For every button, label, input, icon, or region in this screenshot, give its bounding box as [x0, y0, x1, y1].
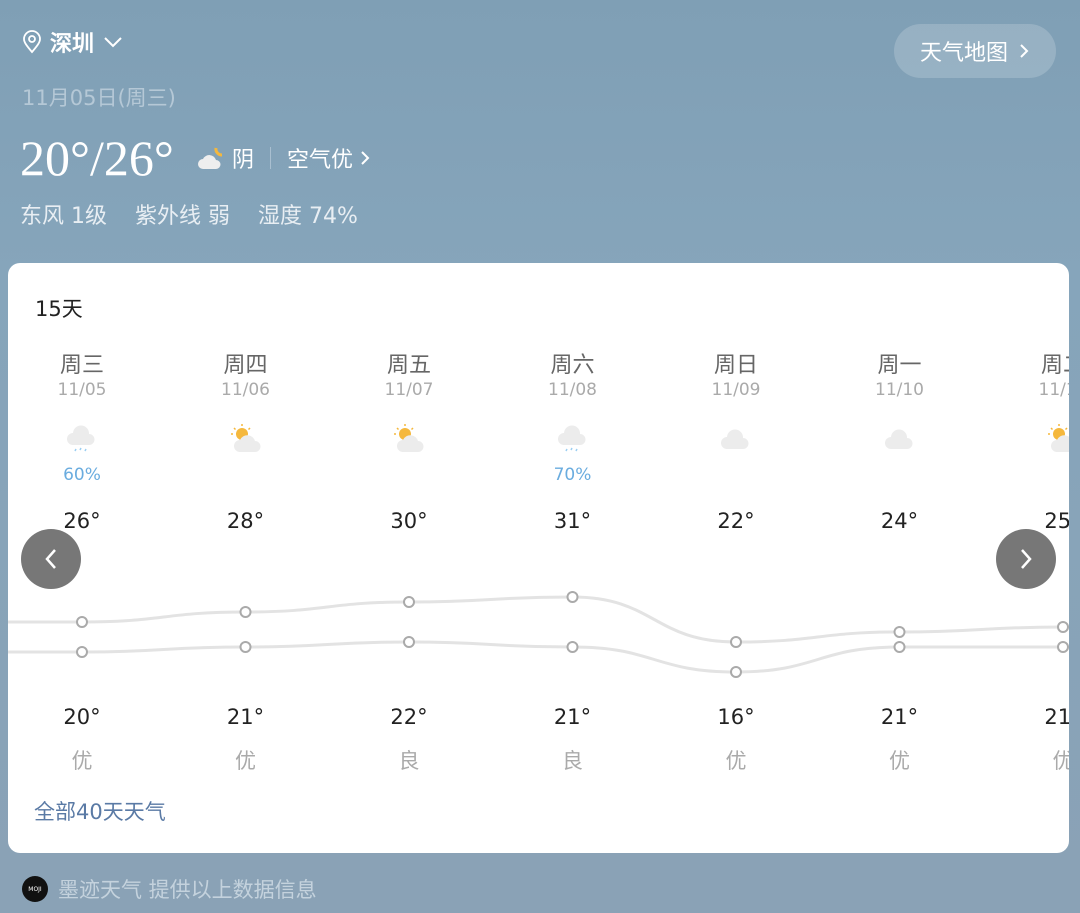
- chevron-right-icon: [1021, 549, 1032, 569]
- day-date: 11/11: [1038, 380, 1070, 400]
- day-weekday: 周一: [877, 353, 922, 378]
- low-temp-point: [403, 636, 415, 648]
- day-weekday: 周六: [550, 353, 595, 378]
- day-date: 11/07: [384, 380, 434, 400]
- high-temp-point: [403, 596, 415, 608]
- air-quality: 优: [725, 749, 747, 773]
- high-temp-point: [1057, 621, 1069, 633]
- day-date: 11/08: [548, 380, 597, 400]
- high-temp: 26°: [63, 509, 101, 533]
- low-temp: 21°: [553, 705, 592, 729]
- day-weekday: 周二: [1040, 353, 1069, 378]
- temperature-chart: [8, 591, 1069, 678]
- wind: 东风 1级: [20, 204, 107, 229]
- condition-text: 阴: [232, 148, 255, 173]
- air-quality: 良: [398, 749, 420, 773]
- high-temp: 22°: [717, 509, 755, 533]
- partly-cloudy-icon: [1003, 421, 1069, 457]
- high-temp: 28°: [226, 509, 265, 533]
- humidity: 湿度 74%: [258, 204, 358, 229]
- air-quality: 优: [889, 749, 910, 773]
- day-weekday: 周日: [713, 353, 758, 378]
- low-temp: 22°: [390, 705, 428, 729]
- day-weekday: 周四: [223, 353, 268, 378]
- light-rain-icon: [513, 421, 633, 457]
- cloudy-icon: [676, 421, 796, 457]
- high-temp-point: [566, 591, 579, 603]
- low-temp: 20°: [63, 705, 101, 729]
- partly-cloudy-icon: [349, 421, 469, 457]
- air-quality-link[interactable]: 空气优: [287, 148, 354, 173]
- low-temp-point: [239, 641, 252, 653]
- city-selector[interactable]: 深圳: [22, 26, 124, 58]
- low-temp-point: [566, 641, 579, 653]
- high-temp: 25°: [1044, 509, 1069, 533]
- day-date: 11/10: [875, 380, 924, 400]
- partly-cloudy-icon: [186, 421, 306, 457]
- high-temp: 31°: [553, 509, 592, 533]
- location-pin-icon: [23, 30, 41, 54]
- high-temp-point: [893, 626, 906, 638]
- weather-map-button[interactable]: 天气地图: [894, 24, 1056, 78]
- light-rain-icon: [22, 421, 142, 457]
- temp-range: 20°/26°: [20, 130, 174, 186]
- footer: MOJI 墨迹天气 提供以上数据信息: [22, 874, 317, 904]
- day-date: 11/09: [711, 380, 761, 400]
- divider: [270, 147, 272, 169]
- cloudy-icon: [840, 421, 960, 457]
- moji-logo: MOJI: [22, 876, 48, 902]
- air-quality: 良: [562, 749, 583, 773]
- low-temp-line: [8, 640, 1069, 674]
- all-40-days-link[interactable]: 全部40天天气: [34, 800, 166, 824]
- low-temp-point: [76, 646, 88, 658]
- forecast-card: 15天 周三 11/05 60% 26° 20° 优周四 11/06 28° 21° 优周五 11/…: [8, 263, 1069, 853]
- air-quality: 优: [235, 749, 256, 773]
- day-date: 11/05: [57, 380, 107, 400]
- precip-chance: 70%: [553, 465, 592, 485]
- precip-chance: 60%: [63, 465, 101, 485]
- weather-map-label: 天气地图: [919, 41, 1008, 66]
- high-temp: 24°: [880, 509, 919, 533]
- low-temp: 21°: [880, 705, 919, 729]
- forecast-title: 15天: [35, 297, 83, 321]
- low-temp: 21°: [1044, 705, 1069, 729]
- high-temp-point: [76, 616, 88, 628]
- low-temp-point: [1057, 641, 1069, 653]
- weather-meta: 东风 1级 紫外线 弱 湿度 74%: [20, 198, 358, 230]
- air-quality: 优: [1052, 749, 1070, 773]
- low-temp-point: [893, 641, 906, 653]
- day-weekday: 周五: [386, 353, 431, 378]
- provider-text: 墨迹天气 提供以上数据信息: [58, 878, 317, 902]
- current-date: 11月05日(周三): [22, 86, 176, 110]
- high-temp-point: [730, 636, 742, 648]
- uv-index: 紫外线 弱: [135, 204, 230, 229]
- chevron-right-icon: [1020, 44, 1029, 58]
- high-temp-point: [239, 606, 252, 618]
- high-temp-line: [8, 595, 1069, 644]
- day-weekday: 周三: [59, 353, 104, 378]
- chevron-left-icon: [45, 549, 56, 569]
- air-quality: 优: [71, 749, 93, 773]
- day-date: 11/06: [221, 380, 270, 400]
- high-temp: 30°: [390, 509, 428, 533]
- low-temp: 16°: [717, 705, 755, 729]
- chevron-right-icon: [361, 151, 370, 165]
- low-temp-point: [730, 666, 742, 678]
- condition-row: 阴 空气优: [196, 142, 371, 174]
- next-button[interactable]: [996, 529, 1056, 589]
- low-temp: 21°: [226, 705, 265, 729]
- chevron-down-icon: [104, 37, 122, 48]
- city-name: 深圳: [50, 32, 95, 57]
- cloudy-night-icon: [198, 147, 223, 169]
- prev-button[interactable]: [21, 529, 81, 589]
